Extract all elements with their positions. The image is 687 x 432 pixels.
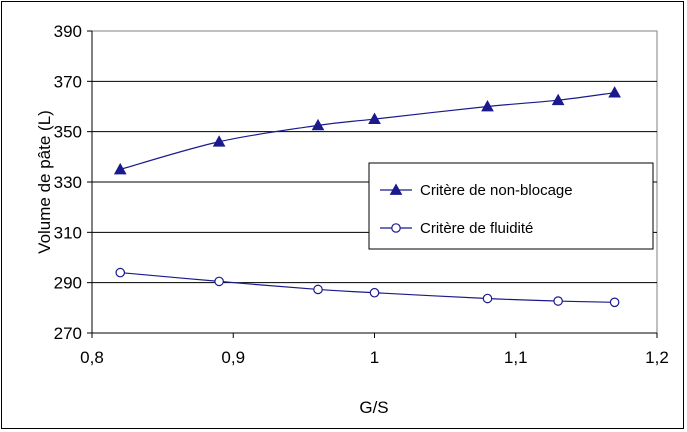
y-axis-label: Volume de pâte (L) [35, 110, 54, 254]
x-tick-label: 1,1 [504, 348, 528, 367]
x-tick-label: 0,8 [80, 348, 104, 367]
legend-entry: Critère de fluidité [380, 220, 533, 237]
y-tick-label: 350 [54, 123, 82, 142]
y-tick-label: 390 [54, 22, 82, 41]
data-point [481, 99, 494, 112]
data-point [482, 293, 493, 304]
legend-box [368, 162, 654, 250]
legend-entry: Critère de non-blocage [380, 182, 573, 199]
y-tick-label: 290 [54, 274, 82, 293]
data-point [311, 118, 325, 131]
data-point [609, 297, 620, 308]
legend: Critère de non-blocage Critère de fluidit… [368, 162, 654, 250]
data-point [369, 287, 380, 298]
y-axis-ticks: 270 290 310 330 350 370 390 [54, 22, 92, 343]
series-2 [115, 267, 620, 308]
y-tick-label: 310 [54, 223, 82, 242]
data-point [214, 276, 224, 287]
legend-marker [389, 183, 403, 195]
legend-label: Critère de non-blocage [420, 182, 573, 199]
y-tick-label: 270 [54, 324, 82, 343]
x-axis-ticks: 0,8 0,9 1 1,1 1,2 [80, 333, 669, 367]
data-point [553, 296, 563, 306]
x-tick-label: 1 [370, 348, 379, 367]
y-tick-label: 330 [54, 173, 82, 192]
data-point [115, 267, 126, 278]
x-axis-label: G/S [359, 398, 388, 417]
data-point [113, 162, 127, 175]
legend-marker [391, 223, 401, 233]
data-point [212, 135, 226, 147]
data-point [368, 112, 381, 124]
series-1 [113, 86, 621, 175]
x-tick-label: 1,2 [645, 348, 669, 367]
y-tick-label: 370 [54, 72, 82, 91]
data-point [608, 86, 621, 98]
x-tick-label: 0,9 [221, 348, 245, 367]
series-group [113, 86, 621, 308]
legend-label: Critère de fluidité [420, 220, 533, 237]
data-point [551, 93, 565, 106]
data-point [313, 284, 323, 295]
